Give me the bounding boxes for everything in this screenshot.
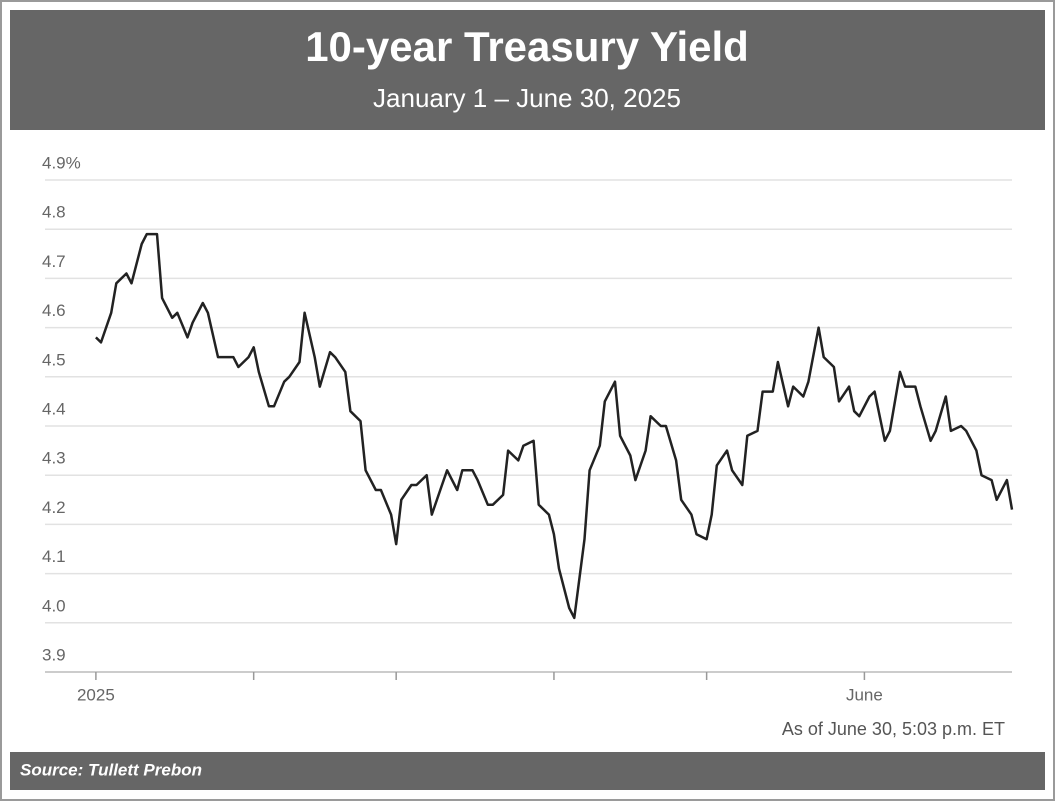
source-banner	[10, 752, 1045, 790]
y-tick-label: 4.1	[42, 547, 66, 566]
x-tick-label: 2025	[77, 685, 115, 704]
x-tick-label: June	[846, 685, 883, 704]
source: Source: Tullett Prebon	[20, 760, 202, 779]
y-tick-label: 4.2	[42, 498, 66, 517]
y-tick-label: 4.7	[42, 252, 66, 271]
y-tick-label: 4.0	[42, 596, 66, 615]
y-tick-label: 4.4	[42, 399, 66, 418]
y-tick-label: 4.3	[42, 449, 66, 468]
y-tick-label: 4.8	[42, 203, 66, 222]
yield-line	[95, 232, 1014, 620]
annotation: As of June 30, 5:03 p.m. ET	[782, 719, 1005, 739]
y-tick-label: 3.9	[42, 645, 66, 664]
y-tick-label: 4.6	[42, 301, 66, 320]
y-tick-label: 4.5	[42, 350, 66, 369]
chart-subtitle: January 1 – June 30, 2025	[373, 83, 681, 113]
chart-title: 10-year Treasury Yield	[305, 23, 749, 70]
title-banner	[10, 10, 1045, 130]
y-tick-label: 4.9%	[42, 153, 81, 172]
